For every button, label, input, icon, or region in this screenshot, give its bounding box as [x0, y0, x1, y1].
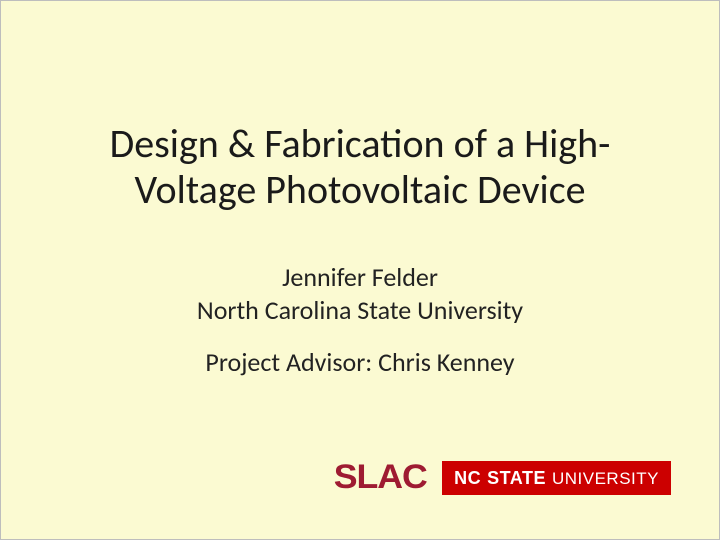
title-slide: Design & Fabrication of a High-Voltage P… — [0, 0, 720, 540]
slac-logo: SLAC — [333, 458, 426, 497]
logo-row: SLAC NC STATE UNIVERSITY — [336, 458, 671, 497]
ncstate-logo: NC STATE UNIVERSITY — [442, 461, 671, 495]
ncstate-state: STATE — [487, 469, 546, 487]
advisor-line: Project Advisor: Chris Kenney — [1, 346, 719, 378]
ncstate-university: UNIVERSITY — [552, 470, 659, 487]
author-name: Jennifer Felder — [1, 261, 719, 294]
ncstate-nc: NC — [454, 469, 481, 487]
author-block: Jennifer Felder North Carolina State Uni… — [1, 261, 719, 326]
slide-title: Design & Fabrication of a High-Voltage P… — [1, 121, 719, 213]
author-affiliation: North Carolina State University — [1, 294, 719, 327]
